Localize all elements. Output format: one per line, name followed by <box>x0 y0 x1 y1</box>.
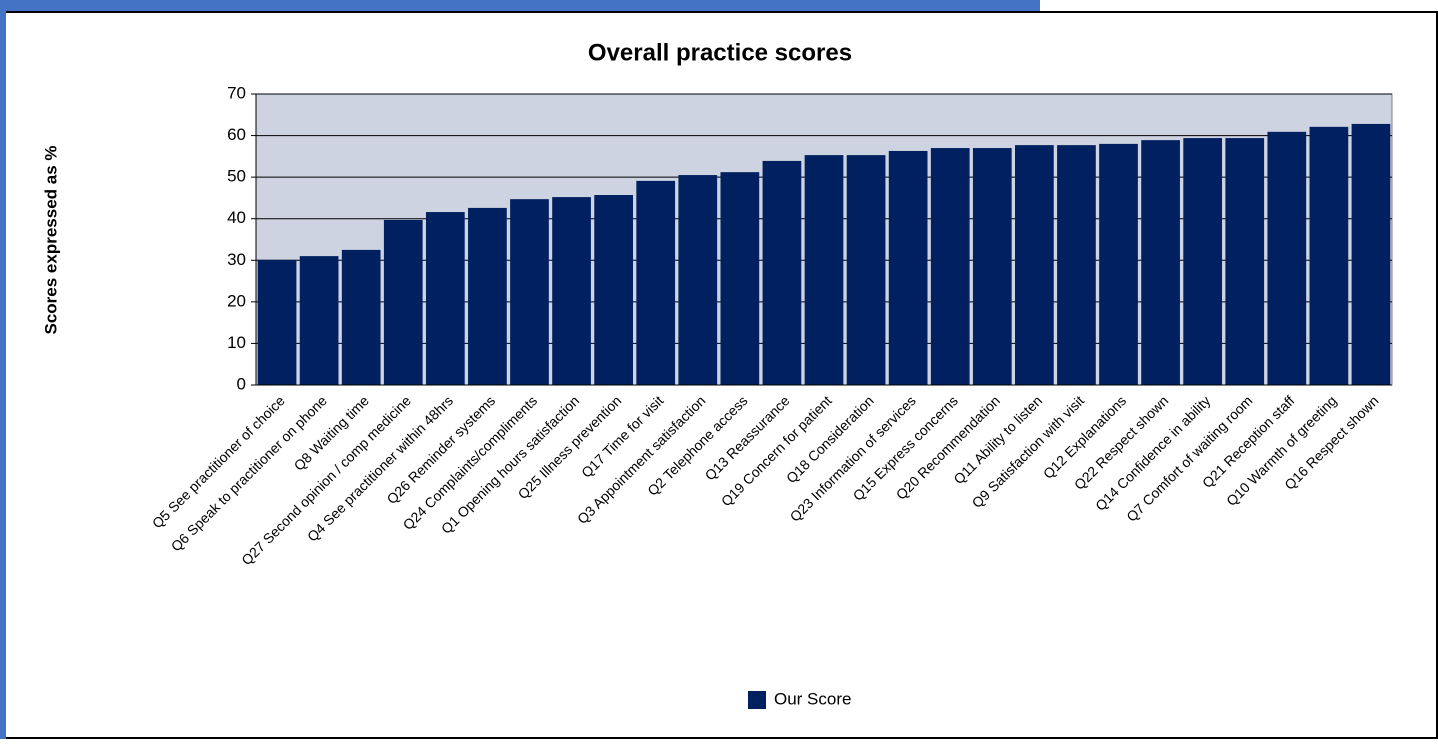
bar <box>468 207 507 385</box>
y-tick-label: 0 <box>237 374 246 393</box>
bar <box>341 249 381 385</box>
bar <box>594 195 633 385</box>
bar <box>762 160 802 385</box>
chart-title: Overall practice scores <box>588 39 852 66</box>
legend-label: Our Score <box>774 689 851 708</box>
bar <box>510 199 549 385</box>
y-tick-label: 30 <box>227 250 246 269</box>
y-tick-label: 10 <box>227 333 246 352</box>
bar <box>1099 143 1138 385</box>
y-tick-label: 50 <box>227 167 246 186</box>
side-strip <box>0 0 6 739</box>
bar <box>552 197 591 385</box>
bar <box>1057 145 1096 385</box>
header-strip <box>0 0 1040 12</box>
bar <box>425 212 465 385</box>
bar <box>1351 123 1391 385</box>
bar <box>888 150 928 385</box>
bar <box>804 155 844 385</box>
bar <box>1225 138 1265 385</box>
y-axis-label: Scores expressed as % <box>41 145 60 334</box>
bar <box>1267 131 1307 385</box>
bar <box>846 155 886 385</box>
legend-swatch <box>748 691 766 709</box>
bar <box>1141 140 1180 385</box>
bar <box>1309 126 1349 385</box>
bar <box>299 256 339 385</box>
y-tick-label: 70 <box>227 83 246 102</box>
bar <box>257 259 297 385</box>
bar <box>1183 138 1223 385</box>
bar <box>930 148 970 385</box>
bar <box>636 180 676 385</box>
y-tick-label: 40 <box>227 208 246 227</box>
bar <box>1015 145 1054 385</box>
y-tick-label: 60 <box>227 125 246 144</box>
y-tick-label: 20 <box>227 291 246 310</box>
bar <box>678 175 718 385</box>
bar <box>720 172 760 385</box>
bar <box>972 148 1012 385</box>
bar <box>383 219 423 385</box>
